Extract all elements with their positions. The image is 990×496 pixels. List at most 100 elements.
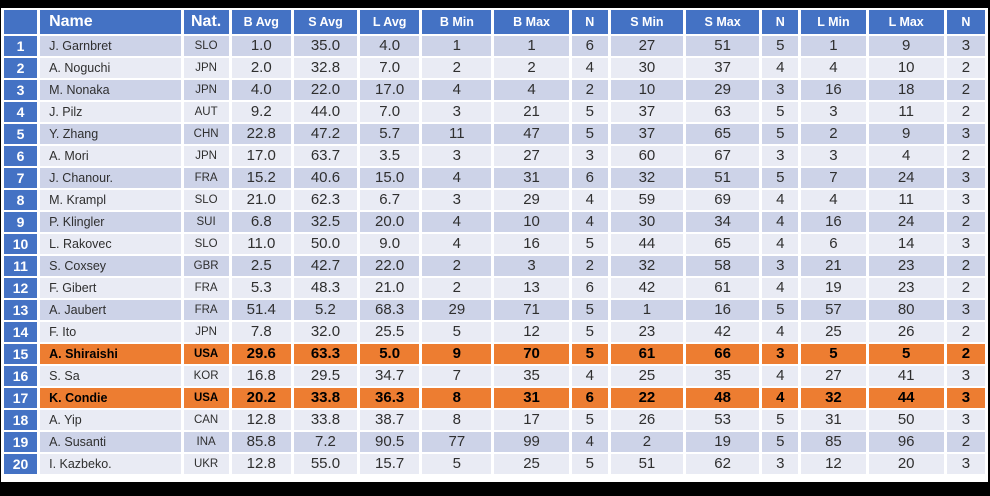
name-cell: Y. Zhang bbox=[40, 124, 181, 144]
cell-n_b: 5 bbox=[571, 300, 608, 320]
cell-b_max: 31 bbox=[494, 168, 569, 188]
name-cell: M. Nonaka bbox=[40, 80, 181, 100]
name-cell: M. Krampl bbox=[40, 190, 181, 210]
nat-cell: SUI bbox=[183, 212, 229, 232]
table-row: 4 J. Pilz AUT 9.2 44.0 7.0 3 21 5 37 63 5 3 11 2 bbox=[4, 102, 985, 122]
cell-b_min: 1 bbox=[422, 36, 492, 56]
cell-l_min: 2 bbox=[801, 124, 866, 144]
cell-n_s: 4 bbox=[762, 212, 799, 232]
cell-s_min: 32 bbox=[610, 168, 684, 188]
cell-s_max: 42 bbox=[686, 322, 760, 342]
header-n_l: N bbox=[946, 10, 985, 34]
cell-n_l: 2 bbox=[946, 256, 985, 276]
cell-s_avg: 5.2 bbox=[293, 300, 358, 320]
cell-n_l: 2 bbox=[946, 58, 985, 78]
cell-s_max: 48 bbox=[686, 388, 760, 408]
cell-s_min: 2 bbox=[610, 432, 684, 452]
cell-n_s: 4 bbox=[762, 190, 799, 210]
table-row: 5 Y. Zhang CHN 22.8 47.2 5.7 11 47 5 37 65 5 2 9 3 bbox=[4, 124, 985, 144]
cell-n_s: 5 bbox=[762, 410, 799, 430]
cell-l_min: 3 bbox=[801, 146, 866, 166]
cell-l_avg: 4.0 bbox=[360, 36, 420, 56]
cell-b_avg: 15.2 bbox=[231, 168, 291, 188]
header-b_min: B Min bbox=[422, 10, 492, 34]
cell-n_l: 3 bbox=[946, 454, 985, 474]
cell-s_max: 37 bbox=[686, 58, 760, 78]
cell-s_avg: 32.0 bbox=[293, 322, 358, 342]
cell-b_min: 4 bbox=[422, 168, 492, 188]
cell-n_l: 2 bbox=[946, 278, 985, 298]
cell-b_avg: 29.6 bbox=[231, 344, 291, 364]
cell-b_avg: 9.2 bbox=[231, 102, 291, 122]
cell-n_b: 6 bbox=[571, 36, 608, 56]
header-row: Name Nat. B Avg S Avg L Avg B Min B Max N S Min S… bbox=[4, 10, 985, 34]
table-row: 16 S. Sa KOR 16.8 29.5 34.7 7 35 4 25 35 4 27 41 3 bbox=[4, 366, 985, 386]
cell-l_min: 27 bbox=[801, 366, 866, 386]
nat-cell: SLO bbox=[183, 36, 229, 56]
header-s_avg: S Avg bbox=[293, 10, 358, 34]
cell-s_max: 51 bbox=[686, 168, 760, 188]
cell-s_max: 58 bbox=[686, 256, 760, 276]
cell-s_max: 51 bbox=[686, 36, 760, 56]
cell-b_min: 29 bbox=[422, 300, 492, 320]
rank-cell: 19 bbox=[4, 432, 38, 452]
rank-cell: 13 bbox=[4, 300, 38, 320]
rank-cell: 20 bbox=[4, 454, 38, 474]
cell-b_min: 2 bbox=[422, 256, 492, 276]
name-cell: F. Gibert bbox=[40, 278, 181, 298]
cell-l_max: 11 bbox=[868, 190, 944, 210]
name-cell: F. Ito bbox=[40, 322, 181, 342]
cell-l_max: 23 bbox=[868, 278, 944, 298]
cell-b_max: 31 bbox=[494, 388, 569, 408]
cell-n_b: 5 bbox=[571, 234, 608, 254]
name-cell: S. Sa bbox=[40, 366, 181, 386]
cell-b_min: 4 bbox=[422, 234, 492, 254]
nat-cell: GBR bbox=[183, 256, 229, 276]
cell-l_max: 5 bbox=[868, 344, 944, 364]
cell-s_max: 29 bbox=[686, 80, 760, 100]
nat-cell: USA bbox=[183, 344, 229, 364]
cell-b_avg: 51.4 bbox=[231, 300, 291, 320]
cell-n_s: 5 bbox=[762, 168, 799, 188]
header-b_max: B Max bbox=[494, 10, 569, 34]
nat-cell: CAN bbox=[183, 410, 229, 430]
cell-b_max: 99 bbox=[494, 432, 569, 452]
cell-l_avg: 21.0 bbox=[360, 278, 420, 298]
table-row: 14 F. Ito JPN 7.8 32.0 25.5 5 12 5 23 42 4 25 26 2 bbox=[4, 322, 985, 342]
cell-b_min: 77 bbox=[422, 432, 492, 452]
cell-s_max: 16 bbox=[686, 300, 760, 320]
header-nat: Nat. bbox=[183, 10, 229, 34]
name-cell: A. Noguchi bbox=[40, 58, 181, 78]
cell-n_s: 4 bbox=[762, 322, 799, 342]
cell-s_avg: 48.3 bbox=[293, 278, 358, 298]
cell-s_max: 69 bbox=[686, 190, 760, 210]
cell-s_avg: 35.0 bbox=[293, 36, 358, 56]
cell-n_l: 3 bbox=[946, 124, 985, 144]
cell-n_b: 5 bbox=[571, 454, 608, 474]
cell-l_min: 12 bbox=[801, 454, 866, 474]
cell-n_l: 3 bbox=[946, 366, 985, 386]
cell-l_avg: 34.7 bbox=[360, 366, 420, 386]
cell-l_max: 9 bbox=[868, 36, 944, 56]
nat-cell: JPN bbox=[183, 146, 229, 166]
cell-b_avg: 6.8 bbox=[231, 212, 291, 232]
cell-s_min: 44 bbox=[610, 234, 684, 254]
rank-cell: 7 bbox=[4, 168, 38, 188]
rank-cell: 11 bbox=[4, 256, 38, 276]
table-row: 13 A. Jaubert FRA 51.4 5.2 68.3 29 71 5 1 16 5 57 80 3 bbox=[4, 300, 985, 320]
cell-l_max: 4 bbox=[868, 146, 944, 166]
cell-b_max: 4 bbox=[494, 80, 569, 100]
cell-n_l: 2 bbox=[946, 212, 985, 232]
cell-l_avg: 7.0 bbox=[360, 102, 420, 122]
cell-n_s: 3 bbox=[762, 146, 799, 166]
header-name: Name bbox=[40, 10, 181, 34]
header-corner-cell bbox=[4, 10, 38, 34]
cell-l_avg: 17.0 bbox=[360, 80, 420, 100]
cell-l_max: 80 bbox=[868, 300, 944, 320]
name-cell: J. Pilz bbox=[40, 102, 181, 122]
cell-b_max: 27 bbox=[494, 146, 569, 166]
cell-b_min: 5 bbox=[422, 454, 492, 474]
cell-l_min: 32 bbox=[801, 388, 866, 408]
cell-l_max: 23 bbox=[868, 256, 944, 276]
cell-b_max: 13 bbox=[494, 278, 569, 298]
